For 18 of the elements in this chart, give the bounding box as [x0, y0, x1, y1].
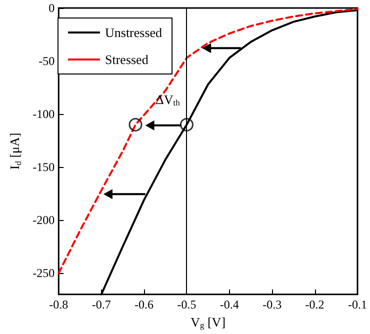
- x-tick-label: -0.1: [348, 297, 367, 312]
- y-tick-label: -50: [38, 54, 55, 68]
- y-tick-label: -250: [32, 266, 55, 280]
- x-tick-label: -0.4: [220, 297, 239, 312]
- x-tick-label: -0.5: [177, 297, 196, 312]
- line-series: [58, 8, 358, 274]
- y-tick-label: -100: [32, 107, 55, 122]
- legend-label: Unstressed: [105, 25, 163, 40]
- legend-label: Stressed: [105, 52, 149, 67]
- y-tick-label: -200: [32, 213, 55, 228]
- x-tick-label: -0.2: [305, 297, 324, 312]
- y-tick-label: 0: [48, 1, 55, 15]
- x-tick-label: -0.8: [49, 297, 68, 312]
- x-tick-label: -0.6: [134, 297, 154, 312]
- y-tick-label: -150: [32, 160, 55, 174]
- x-tick-label: -0.7: [92, 297, 111, 312]
- y-axis-title: Id [μA]: [7, 132, 23, 170]
- x-tick-label: -0.3: [262, 297, 282, 312]
